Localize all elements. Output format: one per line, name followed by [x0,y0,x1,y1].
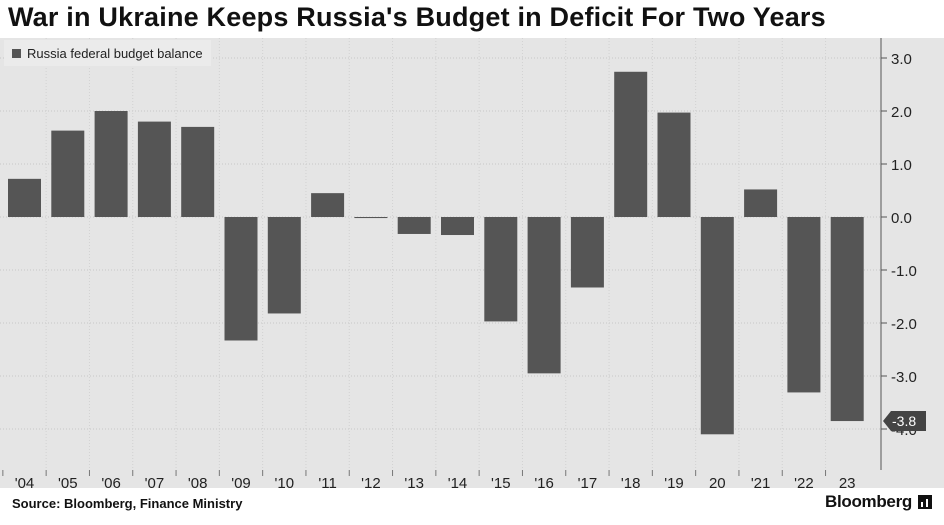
bar [8,178,41,217]
x-tick-label: '14 [448,475,468,492]
x-tick-label: '05 [58,475,78,492]
source-note: Source: Bloomberg, Finance Ministry [12,496,243,511]
legend: Russia federal budget balance [4,40,211,66]
bar [744,189,778,217]
x-tick-label: '06 [101,475,121,492]
x-tick-label: '07 [145,475,165,492]
last-value-label: -3.8 [892,413,916,429]
bar [224,217,258,341]
legend-swatch [12,48,21,58]
bar [267,217,301,314]
bar [527,217,561,374]
bar [94,111,128,217]
x-tick-label: '16 [534,475,554,492]
x-tick-label: 20 [709,475,726,492]
bar [441,217,474,236]
x-tick-label: '19 [664,475,684,492]
bar [137,121,171,217]
x-tick-label: '13 [404,475,424,492]
brand-mark: Bloomberg [825,492,932,512]
bar [700,217,734,435]
y-tick-label: -2.0 [891,316,917,333]
x-tick-label: '09 [231,475,251,492]
y-tick-label: 1.0 [891,157,912,174]
x-tick-label: '11 [318,475,336,492]
bar [614,71,648,217]
brand-name: Bloomberg [824,492,912,511]
chart-title: War in Ukraine Keeps Russia's Budget in … [8,2,826,32]
x-tick-label: '17 [578,475,598,492]
x-tick-label: '12 [361,475,381,492]
bar [397,217,431,234]
last-value-badge [883,411,926,432]
bar [51,130,85,217]
x-tick-label: '18 [621,475,641,492]
x-tick-label: '04 [15,475,35,492]
x-tick-label: '08 [188,475,208,492]
bar [787,217,821,393]
x-tick-label: 23 [839,475,856,492]
y-tick-label: 3.0 [891,51,912,68]
y-tick-label: 0.0 [891,210,912,227]
bar [657,112,691,217]
x-tick-label: '21 [751,475,771,492]
x-tick-label: '10 [275,475,295,492]
y-tick-label: -3.0 [891,369,917,386]
y-tick-label: 2.0 [891,104,912,121]
x-tick-label: '15 [491,475,511,492]
bar [354,217,388,219]
bar [484,217,518,322]
bar [181,126,215,217]
legend-label: Russia federal budget balance [27,45,203,61]
bar [830,217,864,422]
y-tick-label: -1.0 [891,263,917,280]
x-tick-label: '22 [794,475,814,492]
bar [570,217,604,288]
bloomberg-logo-icon [918,495,932,509]
bar [311,193,345,217]
plot-background [0,38,944,488]
